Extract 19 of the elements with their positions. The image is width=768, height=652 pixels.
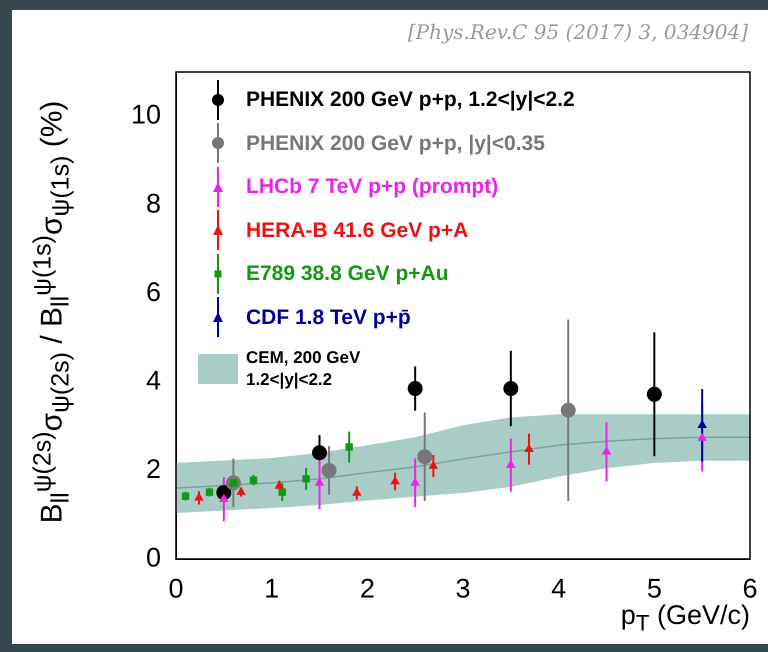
x-tick-label: 0 xyxy=(168,574,184,604)
x-tick-label: 2 xyxy=(360,574,375,604)
y-tick-label: 0 xyxy=(146,542,161,572)
y-tick-label: 8 xyxy=(146,188,161,218)
y-tick-label: 2 xyxy=(146,454,161,484)
legend-label: PHENIX 200 GeV p+p, |y|<0.35 xyxy=(246,130,545,157)
x-tick-label: 4 xyxy=(551,574,566,604)
legend-label: CEM, 200 GeV 1.2<|y|<2.2 xyxy=(246,346,360,391)
legend-label: HERA-B 41.6 GeV p+A xyxy=(246,218,468,244)
legend-label: PHENIX 200 GeV p+p, 1.2<|y|<2.2 xyxy=(246,87,575,114)
y-tick-label: 10 xyxy=(130,100,161,130)
x-tick-label: 1 xyxy=(264,574,280,604)
text: [Phys.Rev.C 95 (2017) 3, 034904] xyxy=(408,20,748,44)
x-tick-label: 3 xyxy=(455,574,471,604)
y-tick-label: 6 xyxy=(146,276,161,307)
legend-label: CDF 1.8 TeV p+p̄ xyxy=(246,304,411,331)
y-tick-label: 4 xyxy=(146,365,161,396)
legend-label: E789 38.8 GeV p+Au xyxy=(246,261,449,288)
legend-label: LHCb 7 TeV p+p (prompt) xyxy=(246,174,498,200)
